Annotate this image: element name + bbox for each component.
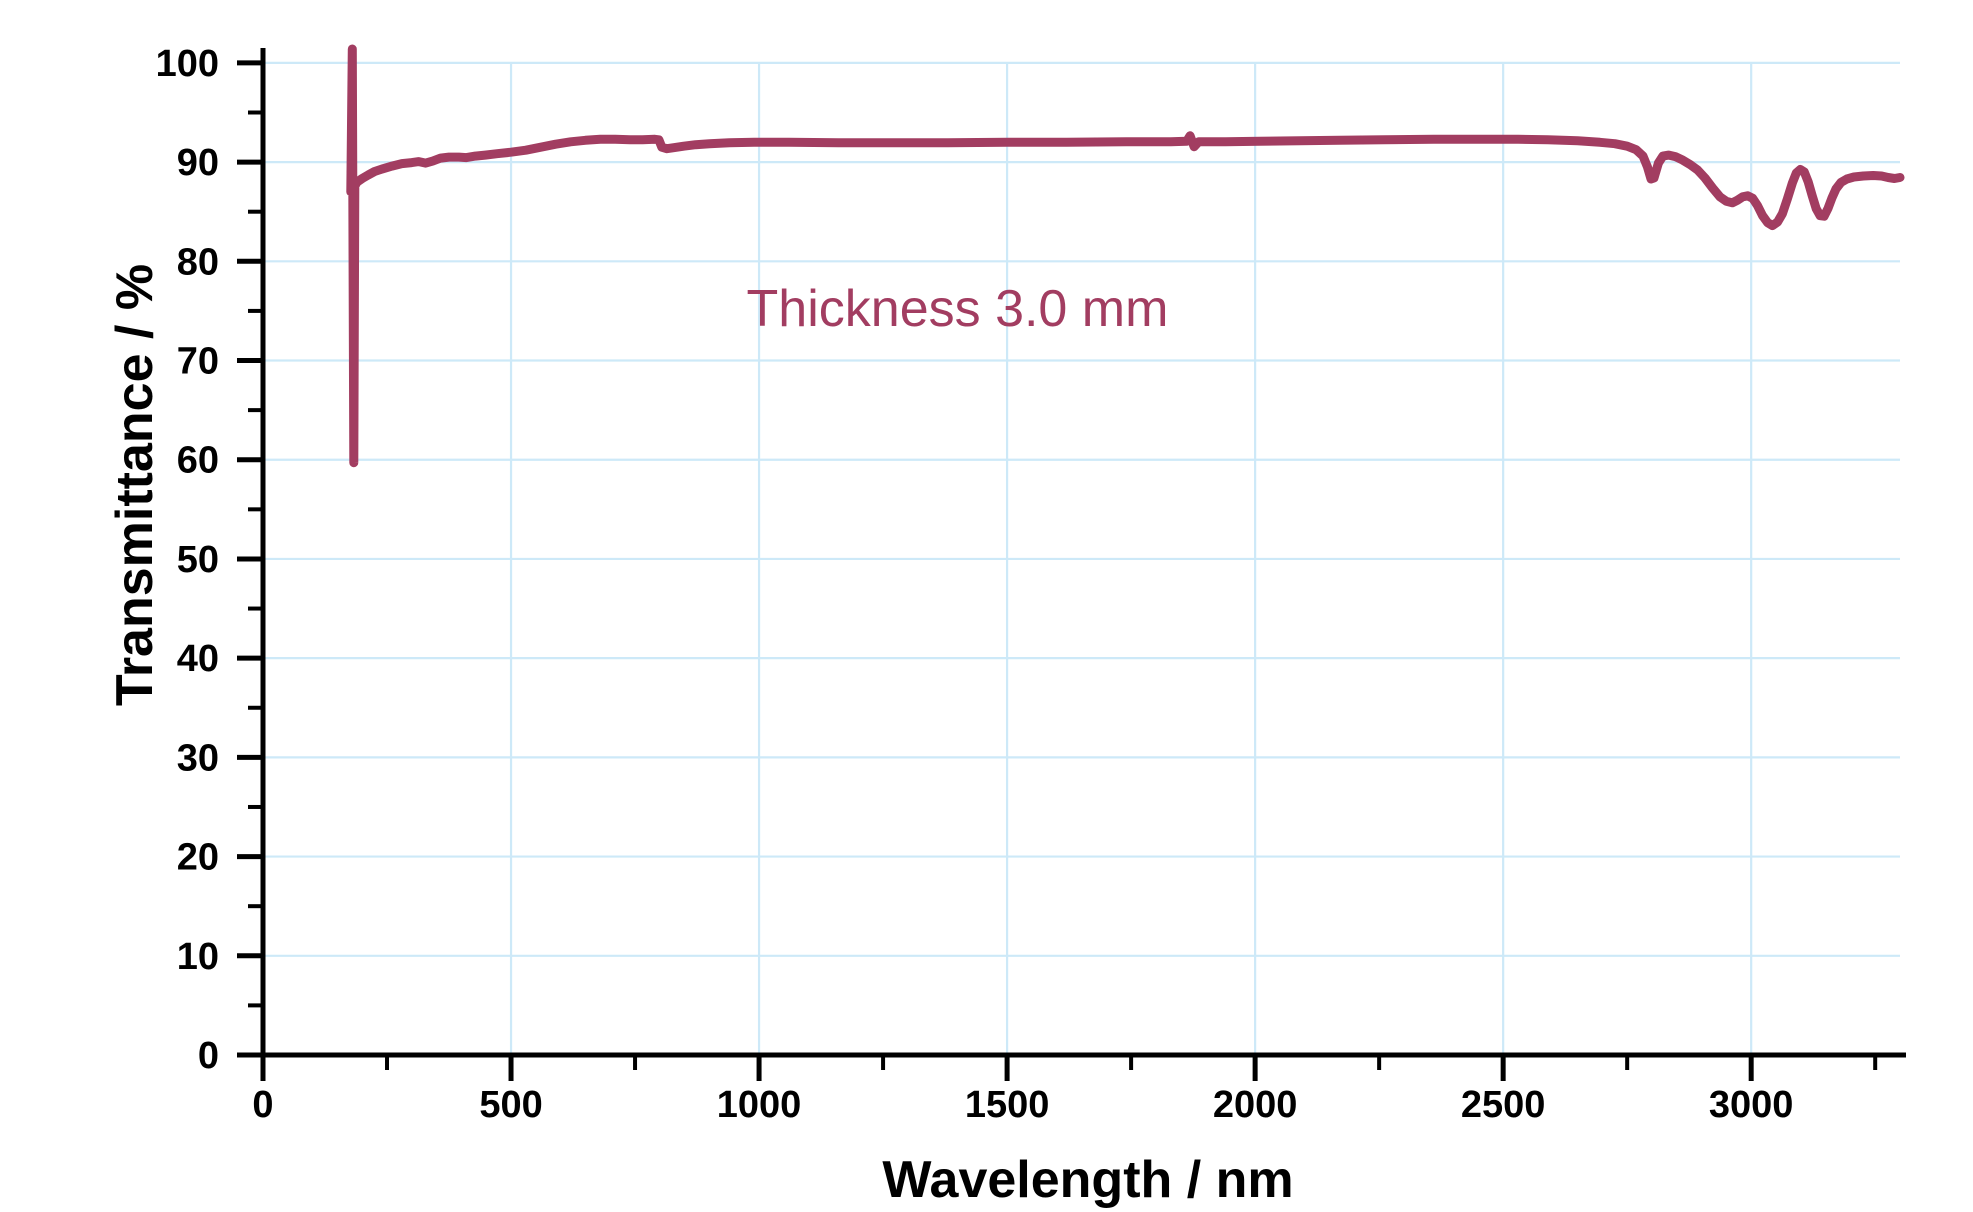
y-tick-label: 10 bbox=[177, 936, 219, 978]
y-tick-label: 80 bbox=[177, 241, 219, 283]
ticks bbox=[237, 60, 1878, 1081]
y-tick-label: 20 bbox=[177, 837, 219, 879]
y-tick-label: 40 bbox=[177, 638, 219, 680]
y-tick-label: 50 bbox=[177, 539, 219, 581]
x-axis-title: Wavelength / nm bbox=[882, 1151, 1294, 1209]
y-tick-label: 90 bbox=[177, 142, 219, 184]
thickness-annotation: Thickness 3.0 mm bbox=[746, 279, 1169, 338]
x-tick-label: 0 bbox=[252, 1084, 273, 1126]
x-tick-label: 2000 bbox=[1213, 1084, 1298, 1126]
x-tick-label: 1000 bbox=[717, 1084, 802, 1126]
x-tick-label: 1500 bbox=[965, 1084, 1050, 1126]
transmittance-curve bbox=[346, 44, 1905, 468]
y-tick-label: 100 bbox=[156, 43, 219, 85]
y-tick-label: 30 bbox=[177, 737, 219, 779]
x-tick-label: 2500 bbox=[1461, 1084, 1546, 1126]
y-tick-label: 60 bbox=[177, 440, 219, 482]
x-tick-label: 500 bbox=[479, 1084, 542, 1126]
axes bbox=[260, 48, 1906, 1058]
y-tick-label: 70 bbox=[177, 341, 219, 383]
y-tick-label: 0 bbox=[198, 1035, 219, 1077]
gridlines bbox=[263, 61, 1900, 1055]
x-tick-label: 3000 bbox=[1709, 1084, 1794, 1126]
y-axis-title: Transmittance / % bbox=[106, 263, 164, 707]
